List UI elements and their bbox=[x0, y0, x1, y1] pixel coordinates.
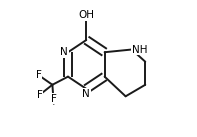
Text: F: F bbox=[37, 90, 42, 100]
Text: NH: NH bbox=[132, 45, 147, 55]
Text: N: N bbox=[82, 89, 90, 99]
Text: F: F bbox=[36, 70, 42, 80]
Text: N: N bbox=[60, 47, 68, 57]
Text: OH: OH bbox=[78, 10, 94, 20]
Text: F: F bbox=[51, 94, 57, 104]
